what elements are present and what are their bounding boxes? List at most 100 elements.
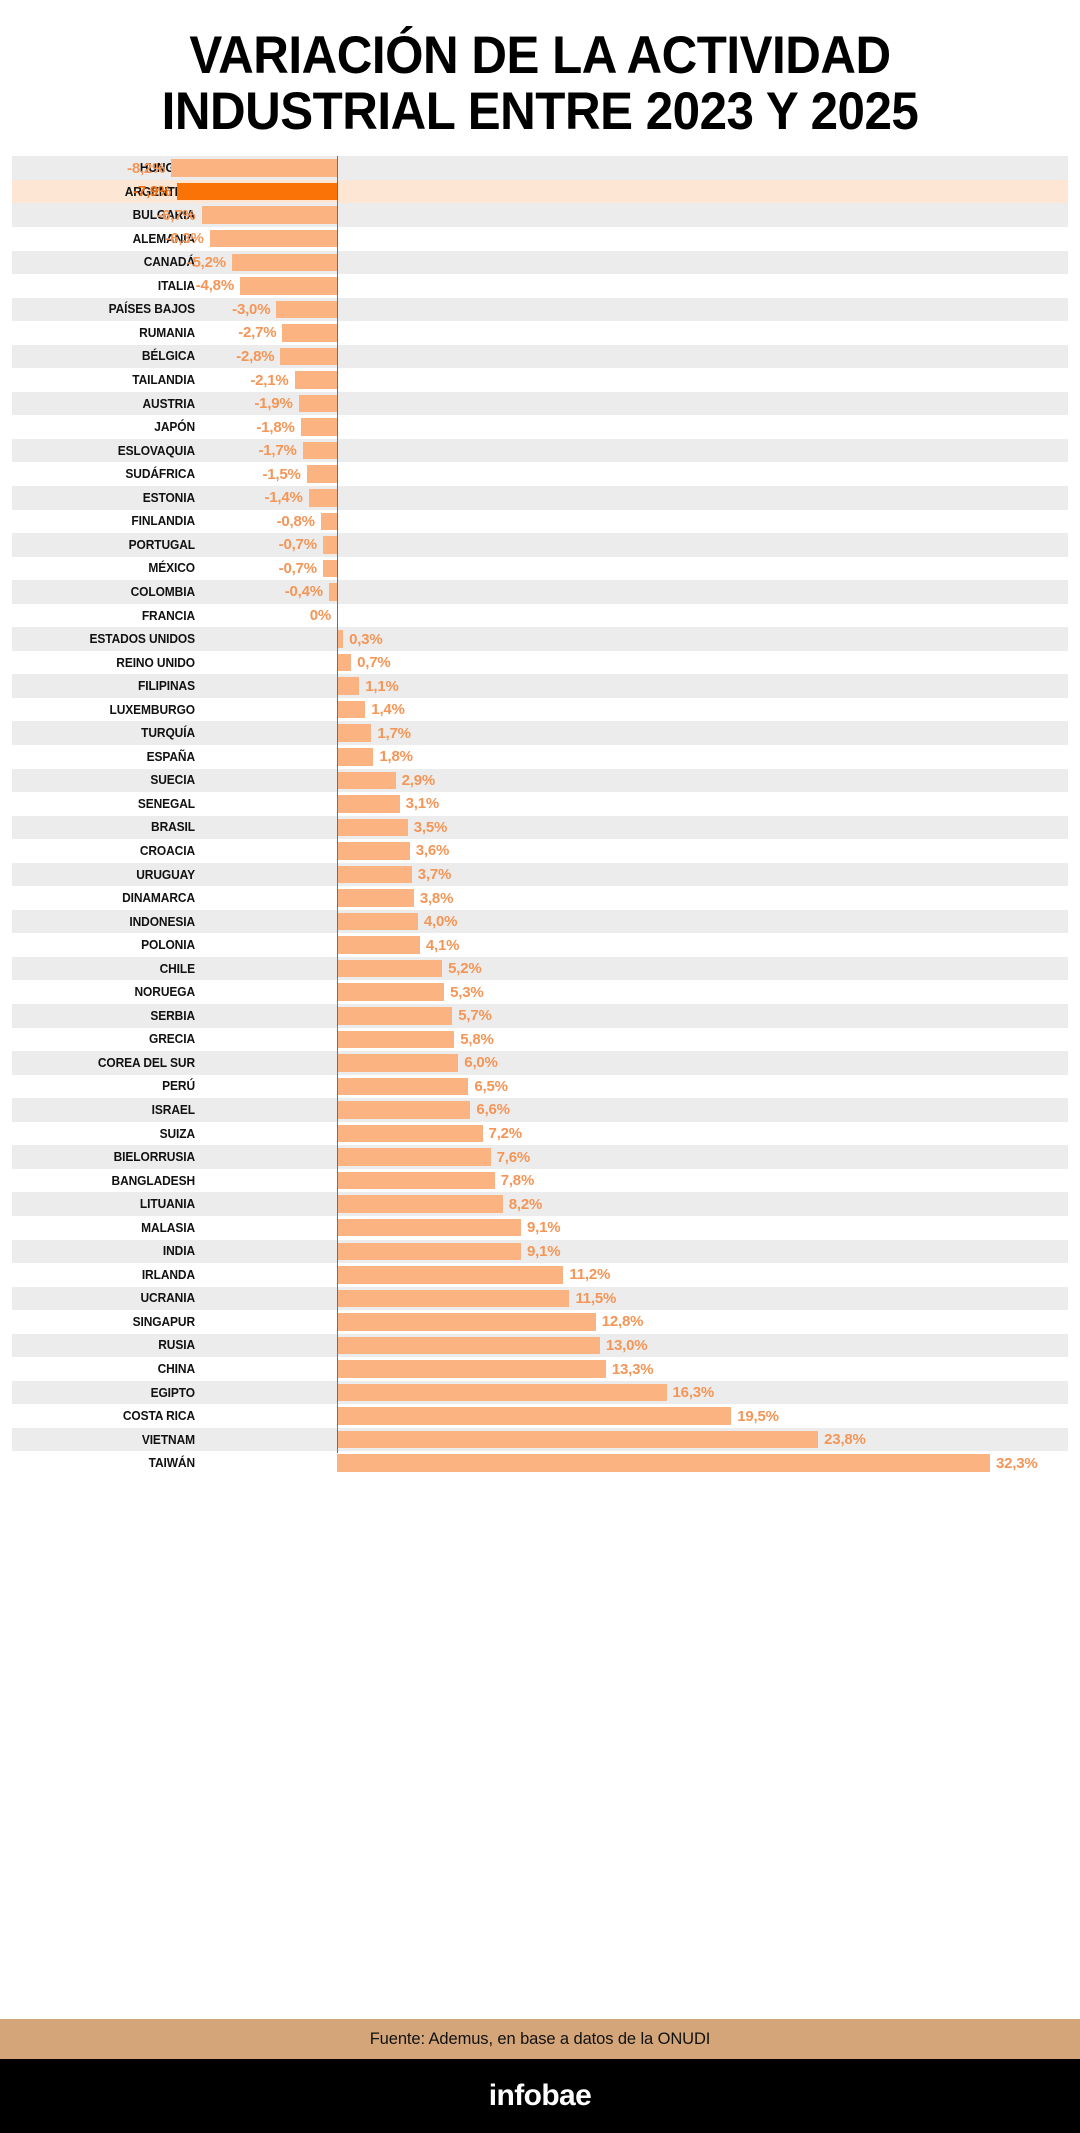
table-row: IRLANDA 11,2% [12, 1263, 1068, 1287]
bar-value-label: 0,3% [349, 630, 383, 648]
table-row: BULGARIA -6,7% [12, 203, 1068, 227]
table-row: CHINA 13,3% [12, 1357, 1068, 1381]
source-text: Fuente: Ademus, en base a datos de la ON… [369, 2029, 711, 2048]
table-row: SUIZA 7,2% [12, 1121, 1068, 1146]
country-label: TAIWÁN [148, 1456, 195, 1471]
country-label: ITALIA [157, 278, 195, 293]
bar-value-label: 12,8% [601, 1313, 644, 1331]
table-row: TAILANDIA -2,1% [12, 368, 1068, 392]
country-label: SINGAPUR [132, 1314, 195, 1329]
bar-value-label: 1,4% [371, 701, 405, 719]
table-row: ESPAÑA 1,8% [12, 745, 1068, 769]
infobae-logo: infobae [488, 2079, 592, 2112]
country-label: MALASIA [141, 1220, 195, 1235]
country-label: AUSTRIA [142, 396, 195, 411]
bar-value-label: 4,0% [423, 913, 458, 931]
bar-value-label: -2,7% [238, 324, 277, 342]
bar-value-label: -8,2% [127, 159, 166, 177]
bar-value-label: 11,2% [569, 1266, 611, 1284]
page-title: VARIACIÓN DE LA ACTIVIDAD INDUSTRIAL ENT… [161, 26, 919, 142]
bar [302, 441, 337, 460]
country-label: COREA DEL SUR [97, 1055, 195, 1070]
bar-value-label: -4,8% [195, 277, 234, 295]
table-row: VIETNAM 23,8% [12, 1427, 1068, 1452]
bar [337, 1336, 600, 1355]
bar [337, 1289, 570, 1308]
table-row: MÉXICO -0,7% [12, 556, 1068, 581]
bar-value-label: 7,8% [500, 1172, 535, 1190]
table-row: PORTUGAL -0,7% [12, 533, 1068, 557]
bar-value-label: 0,7% [357, 654, 391, 672]
country-label: BULGARIA [132, 208, 195, 223]
bar-value-label: 5,3% [450, 983, 484, 1001]
bar-value-label: 9,1% [526, 1219, 561, 1237]
table-row: PERÚ 6,5% [12, 1074, 1068, 1099]
bar-value-label: -2,1% [250, 371, 289, 389]
country-label: TURQUÍA [141, 726, 195, 741]
bar-value-label: -7,9% [133, 183, 172, 201]
bar-value-label: -0,4% [284, 583, 323, 601]
bar-value-label: 6,5% [474, 1077, 508, 1095]
country-label: JAPÓN [154, 420, 195, 435]
bar [177, 182, 337, 201]
country-label: VIETNAM [141, 1432, 195, 1447]
bar [328, 583, 337, 601]
country-label: URUGUAY [136, 867, 195, 882]
bar [280, 347, 337, 366]
bar [337, 912, 418, 931]
bar [282, 324, 337, 342]
bar-value-label: -1,4% [264, 489, 303, 507]
bar-value-label: -3,0% [232, 300, 271, 318]
table-row: ESTADOS UNIDOS 0,3% [12, 627, 1068, 651]
table-row: LITUANIA 8,2% [12, 1192, 1068, 1216]
bar-value-label: -1,8% [256, 418, 295, 436]
country-label: SUIZA [159, 1126, 196, 1141]
title-container: VARIACIÓN DE LA ACTIVIDAD INDUSTRIAL ENT… [0, 0, 1080, 156]
country-label: ESTADOS UNIDOS [89, 632, 196, 647]
country-label: ISRAEL [151, 1102, 195, 1117]
bar [337, 1101, 471, 1119]
table-row: TAIWÁN 32,3% [12, 1451, 1068, 1475]
bar-value-label: 16,3% [672, 1384, 715, 1402]
table-row: SUECIA 2,9% [12, 768, 1068, 793]
bar [337, 771, 396, 790]
bar [276, 300, 337, 319]
country-label: ESPAÑA [146, 749, 196, 764]
bar [337, 1360, 606, 1378]
country-label: INDIA [162, 1244, 195, 1259]
country-label: POLONIA [141, 938, 195, 953]
bar [337, 630, 344, 648]
country-label: CHINA [157, 1362, 196, 1376]
table-row: SENEGAL 3,1% [12, 792, 1068, 816]
bar [337, 1195, 503, 1213]
bar [337, 1430, 819, 1449]
bar [298, 394, 337, 413]
country-label: EGIPTO [150, 1385, 196, 1400]
country-label: BRASIL [151, 820, 195, 835]
table-row: COLOMBIA -0,4% [12, 580, 1068, 604]
bar-value-label: -2,8% [236, 347, 275, 365]
plot-bottom-spacer [0, 1474, 1080, 2019]
bar-value-label: 1,8% [379, 748, 413, 766]
bar-value-label: -6,7% [157, 206, 196, 224]
bar [337, 1030, 455, 1049]
bar [337, 865, 412, 884]
country-label: FRANCIA [141, 608, 195, 623]
bar-value-label: 3,6% [415, 842, 450, 860]
bar [337, 1218, 521, 1237]
source-bar: Fuente: Ademus, en base a datos de la ON… [0, 2019, 1080, 2059]
table-row: RUMANIA -2,7% [12, 321, 1068, 345]
bar-value-label: -5,2% [187, 253, 226, 271]
country-label: ESTONIA [142, 490, 195, 505]
country-label: UCRANIA [140, 1291, 195, 1306]
table-row: UCRANIA 11,5% [12, 1286, 1068, 1311]
bar-value-label: 6,6% [476, 1101, 510, 1119]
country-label: LUXEMBURGO [109, 702, 196, 717]
country-label: SENEGAL [137, 796, 195, 811]
table-row: PAÍSES BAJOS -3,0% [12, 297, 1068, 322]
bar-value-label: 3,1% [405, 795, 440, 813]
table-row: FILIPINAS 1,1% [12, 674, 1068, 698]
country-label: REINO UNIDO [116, 655, 195, 670]
country-label: BIELORRUSIA [113, 1150, 195, 1165]
table-row: BRASIL 3,5% [12, 815, 1068, 840]
